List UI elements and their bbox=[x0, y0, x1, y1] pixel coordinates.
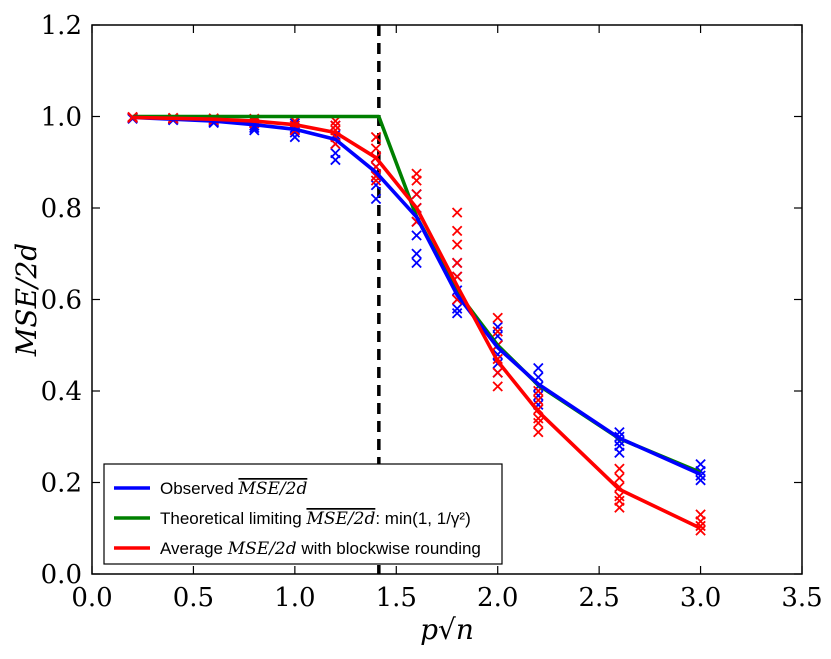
x-tick-label: 3.5 bbox=[781, 583, 822, 613]
scatter-point bbox=[370, 193, 382, 205]
scatter-point bbox=[411, 175, 422, 186]
x-tick-label: 0.0 bbox=[71, 583, 112, 613]
x-tick-label: 1.5 bbox=[376, 583, 417, 613]
scatter-point bbox=[614, 463, 625, 475]
y-axis-title: MSE/2d bbox=[10, 243, 43, 357]
scatter-point bbox=[451, 257, 463, 269]
scatter-point bbox=[451, 207, 463, 218]
scatter-point bbox=[695, 520, 706, 532]
x-tick-label: 1.0 bbox=[274, 583, 315, 613]
scatter-point bbox=[370, 143, 382, 154]
scatter-point bbox=[330, 154, 341, 166]
series-line bbox=[132, 115, 702, 530]
plot-area bbox=[127, 25, 706, 574]
scatter-point bbox=[614, 490, 625, 502]
x-tick-label: 2.5 bbox=[578, 583, 619, 613]
scatter-point bbox=[451, 307, 463, 319]
scatter-point bbox=[370, 131, 382, 143]
scatter-point bbox=[695, 516, 706, 527]
y-tick-label: 0.8 bbox=[41, 194, 82, 224]
scatter-point bbox=[695, 474, 706, 486]
scatter-point bbox=[330, 120, 341, 131]
x-tick-label: 2.0 bbox=[477, 583, 518, 613]
scatter-point bbox=[492, 326, 503, 337]
scatter-point bbox=[492, 312, 503, 324]
legend-box bbox=[103, 463, 503, 565]
scatter-point bbox=[533, 426, 544, 438]
legend-label: Theoretical limiting MSE/2d: min(1, 1/γ²… bbox=[160, 509, 471, 529]
y-tick-label: 1.0 bbox=[41, 103, 82, 133]
scatter-point bbox=[614, 472, 625, 484]
legend-label: Average MSE/2d with blockwise rounding bbox=[160, 539, 481, 559]
x-tick-label: 0.5 bbox=[173, 583, 214, 613]
axis-ticks: 0.0 0.5 1.0 1.5 2.0 2.5 3.0 3.5 0.0 0.2 0.4 0.6 0.8 1… bbox=[41, 11, 823, 613]
scatter-point bbox=[411, 257, 422, 269]
scatter-point bbox=[492, 381, 503, 392]
y-tick-label: 0.0 bbox=[41, 560, 82, 590]
scatter-point bbox=[411, 248, 422, 259]
scatter-point bbox=[370, 179, 382, 191]
scatter-point bbox=[451, 239, 463, 250]
series-line bbox=[132, 114, 702, 475]
scatter-point bbox=[614, 502, 625, 513]
y-tick-label: 0.4 bbox=[41, 377, 82, 407]
scatter-point bbox=[451, 303, 463, 314]
legend-label: Observed MSE/2d bbox=[160, 479, 307, 499]
scatter-point bbox=[370, 170, 382, 182]
scatter-point bbox=[533, 394, 544, 406]
series-line bbox=[132, 115, 702, 476]
x-tick-label: 3.0 bbox=[680, 583, 721, 613]
scatter-point bbox=[614, 447, 625, 458]
legend: Observed MSE/2d Theoretical limiting MSE/… bbox=[103, 463, 503, 565]
scatter-point bbox=[492, 367, 503, 378]
scatter-point bbox=[451, 225, 463, 237]
scatter-point bbox=[411, 189, 422, 200]
y-tick-label: 0.2 bbox=[41, 469, 82, 499]
y-tick-label: 1.2 bbox=[41, 11, 82, 41]
x-axis-title: p√n bbox=[420, 613, 474, 646]
y-tick-label: 0.6 bbox=[41, 286, 82, 316]
scatter-point bbox=[411, 230, 422, 241]
scatter-point bbox=[533, 362, 544, 374]
scatter-point bbox=[492, 321, 503, 333]
scatter-point bbox=[533, 390, 544, 401]
scatter-point bbox=[533, 417, 544, 429]
